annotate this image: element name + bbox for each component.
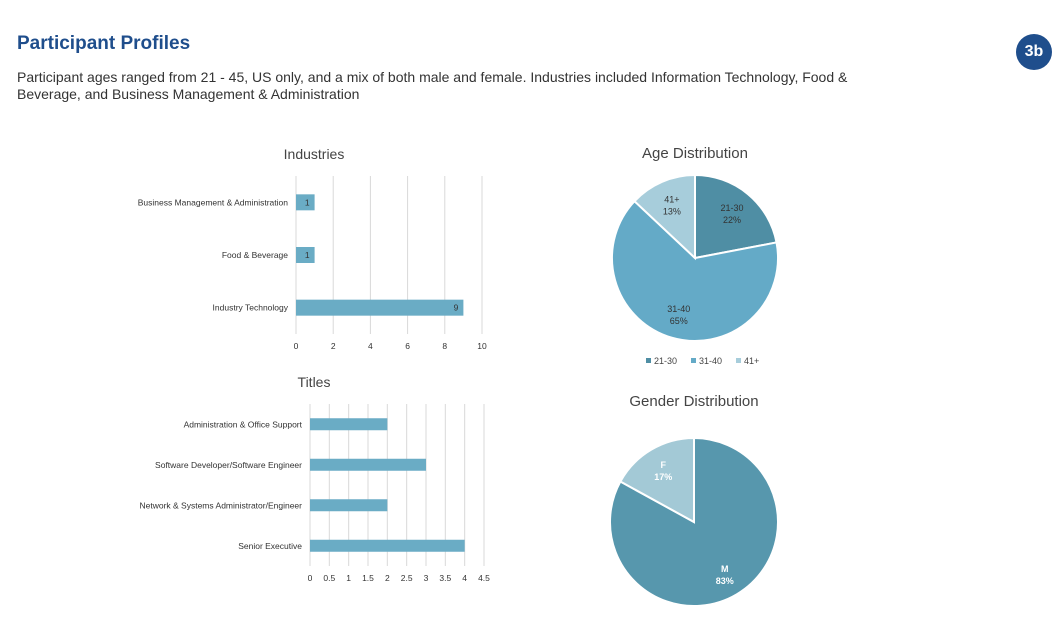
titles-x-tick: 1.5 [362,573,374,583]
industries-bar [296,247,315,263]
gender-slice-label: M [721,564,729,574]
age-slice-value: 65% [670,316,688,326]
titles-chart: Titles 0 0.5 1 1.5 2 2.5 3 3.5 4 4.5 Administratio… [139,374,490,583]
titles-x-tick: 2 [385,573,390,583]
age-legend-label: 41+ [744,356,759,366]
age-legend-swatch [646,358,651,363]
titles-bar [310,458,426,471]
industries-data-label: 9 [454,303,459,313]
age-legend-swatch [736,358,741,363]
age-slice-31-40 [611,199,779,342]
gender-slice-label: F [660,460,666,470]
gender-slice-value: 17% [654,472,672,482]
industries-x-tick: 4 [368,341,373,351]
titles-bar [310,499,388,512]
titles-x-tick: 4.5 [478,573,490,583]
page-badge: 3b [1016,34,1052,70]
industries-x-tick: 2 [331,341,336,351]
industries-category-label: Business Management & Administration [138,197,289,207]
titles-x-tick: 1 [346,573,351,583]
industries-category-label: Food & Beverage [222,250,288,260]
industries-data-label: 1 [305,197,310,207]
titles-category-label: Senior Executive [238,541,302,551]
age-slice-value: 22% [723,215,741,225]
titles-bar [310,418,388,431]
industries-x-tick: 6 [405,341,410,351]
gender-distribution-chart: Gender Distribution M 83% F 17% [609,393,779,607]
industries-bar [296,299,464,316]
titles-x-tick: 3 [424,573,429,583]
age-distribution-chart: Age Distribution 21-3022%31-4065%41+13% … [611,145,779,366]
titles-category-label: Administration & Office Support [184,419,303,429]
age-legend-label: 21-30 [654,356,677,366]
age-slice-value: 13% [663,207,681,217]
intro-text: Participant ages ranged from 21 - 45, US… [17,69,848,102]
industries-data-label: 1 [305,250,310,260]
age-slice-21-30 [694,173,778,260]
age-slice-label: 31-40 [667,304,690,314]
titles-x-tick: 2.5 [401,573,413,583]
titles-x-tick: 0 [308,573,313,583]
industries-x-tick: 10 [477,341,487,351]
age-title: Age Distribution [642,145,748,162]
titles-title: Titles [298,374,331,390]
industries-category-label: Industry Technology [213,303,289,313]
titles-x-tick: 0.5 [323,573,335,583]
industries-title: Industries [284,146,345,162]
titles-category-label: Software Developer/Software Engineer [155,460,302,470]
industries-bar [296,194,315,211]
gender-slice-value: 83% [716,576,734,586]
titles-bar [310,539,465,552]
age-slice-41- [633,173,696,261]
titles-x-tick: 4 [462,573,467,583]
titles-category-label: Network & Systems Administrator/Engineer [139,500,302,510]
page-title: Participant Profiles [17,33,191,54]
age-slice-label: 41+ [664,195,679,205]
age-slice-label: 21-30 [721,203,744,213]
age-legend-label: 31-40 [699,356,722,366]
gender-slice-f [619,436,695,524]
gender-title: Gender Distribution [629,393,758,410]
industries-chart: Industries 0 2 4 6 8 10 Business Management & … [138,146,487,351]
industries-x-tick: 8 [442,341,447,351]
industries-x-tick: 0 [294,341,299,351]
titles-x-tick: 3.5 [439,573,451,583]
age-legend-swatch [691,358,696,363]
